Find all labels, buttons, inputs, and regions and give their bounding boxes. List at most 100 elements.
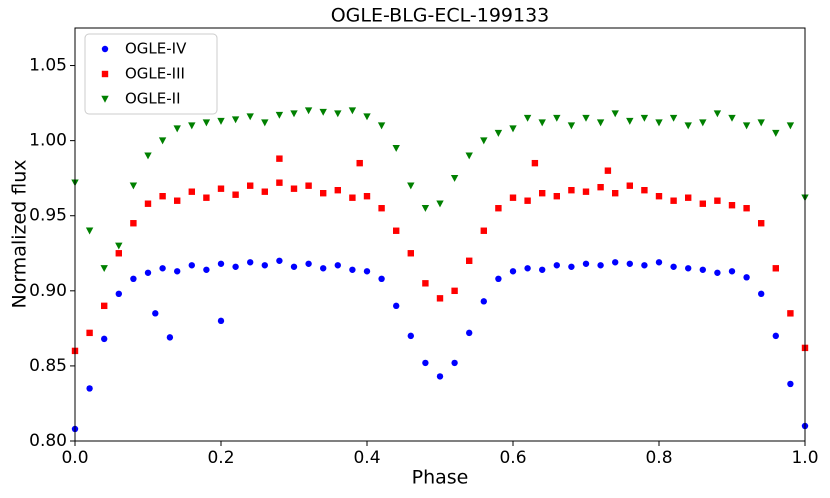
point	[655, 259, 663, 266]
point	[356, 159, 363, 167]
x-tick-label: 0.4	[353, 448, 380, 468]
point	[597, 262, 604, 269]
point	[568, 186, 575, 194]
point	[757, 119, 765, 127]
point	[261, 262, 268, 269]
point	[174, 268, 181, 275]
point	[305, 182, 312, 189]
point	[787, 380, 794, 388]
legend-marker	[101, 95, 109, 103]
point	[436, 373, 444, 380]
point	[188, 262, 195, 269]
point	[728, 268, 736, 275]
point	[495, 275, 502, 283]
point	[290, 263, 298, 270]
point	[393, 227, 400, 234]
point	[422, 280, 429, 287]
point	[596, 119, 605, 127]
point	[539, 190, 546, 197]
point	[568, 263, 575, 270]
point	[217, 185, 225, 192]
legend-label: OGLE-IV	[125, 40, 187, 58]
x-tick-label: 0.8	[645, 448, 672, 468]
point	[407, 250, 414, 257]
x-tick-label: 0.0	[61, 448, 88, 468]
point	[130, 275, 137, 283]
chart-title: OGLE-BLG-ECL-199133	[331, 5, 550, 27]
y-tick-label: 0.85	[29, 356, 67, 376]
point	[582, 114, 590, 122]
legend-label: OGLE-III	[125, 65, 185, 83]
point	[772, 265, 779, 272]
legend-marker	[101, 45, 109, 53]
point	[582, 188, 590, 195]
point	[728, 202, 736, 209]
point	[232, 263, 239, 270]
point	[523, 114, 532, 122]
point	[480, 227, 487, 234]
point	[101, 335, 108, 343]
point	[363, 268, 371, 275]
point	[655, 119, 663, 127]
point	[758, 290, 765, 298]
point	[276, 179, 283, 186]
point	[728, 114, 736, 122]
point	[669, 114, 678, 122]
point	[685, 265, 692, 272]
point	[524, 265, 531, 272]
point	[466, 329, 473, 337]
point	[320, 265, 327, 272]
point	[349, 266, 356, 273]
point	[714, 269, 721, 276]
point	[144, 200, 152, 207]
point	[152, 310, 159, 317]
series	[71, 107, 809, 272]
legend-marker	[101, 70, 109, 78]
point	[407, 332, 414, 340]
point	[173, 125, 181, 133]
point	[509, 125, 517, 133]
point	[611, 110, 619, 118]
point	[392, 144, 400, 152]
point	[641, 262, 648, 269]
point	[217, 317, 225, 325]
legend-box	[84, 33, 218, 115]
series	[71, 257, 809, 433]
point	[159, 265, 166, 272]
point	[743, 205, 750, 212]
point	[626, 260, 633, 267]
point	[86, 385, 93, 392]
point	[597, 183, 604, 191]
point	[290, 110, 298, 118]
point	[436, 200, 444, 208]
point	[538, 119, 546, 127]
point	[334, 262, 341, 269]
point	[217, 260, 225, 267]
point	[436, 295, 444, 302]
point	[231, 116, 240, 124]
point	[115, 242, 123, 250]
point	[743, 274, 750, 281]
point	[304, 107, 313, 115]
y-tick-label: 0.95	[29, 206, 67, 226]
point	[494, 129, 503, 137]
point	[641, 186, 648, 194]
point	[276, 257, 283, 264]
point	[466, 257, 473, 264]
point	[772, 129, 780, 137]
point	[261, 188, 268, 195]
point	[531, 159, 539, 167]
point	[363, 113, 371, 121]
x-axis-label: Phase	[412, 467, 469, 489]
point	[203, 266, 210, 273]
point	[115, 250, 122, 257]
point	[188, 188, 195, 195]
point	[363, 193, 371, 200]
point	[378, 275, 385, 283]
point	[495, 205, 502, 212]
point	[261, 119, 269, 127]
y-tick-label: 1.00	[29, 131, 67, 151]
point	[290, 185, 298, 192]
point	[217, 117, 225, 125]
